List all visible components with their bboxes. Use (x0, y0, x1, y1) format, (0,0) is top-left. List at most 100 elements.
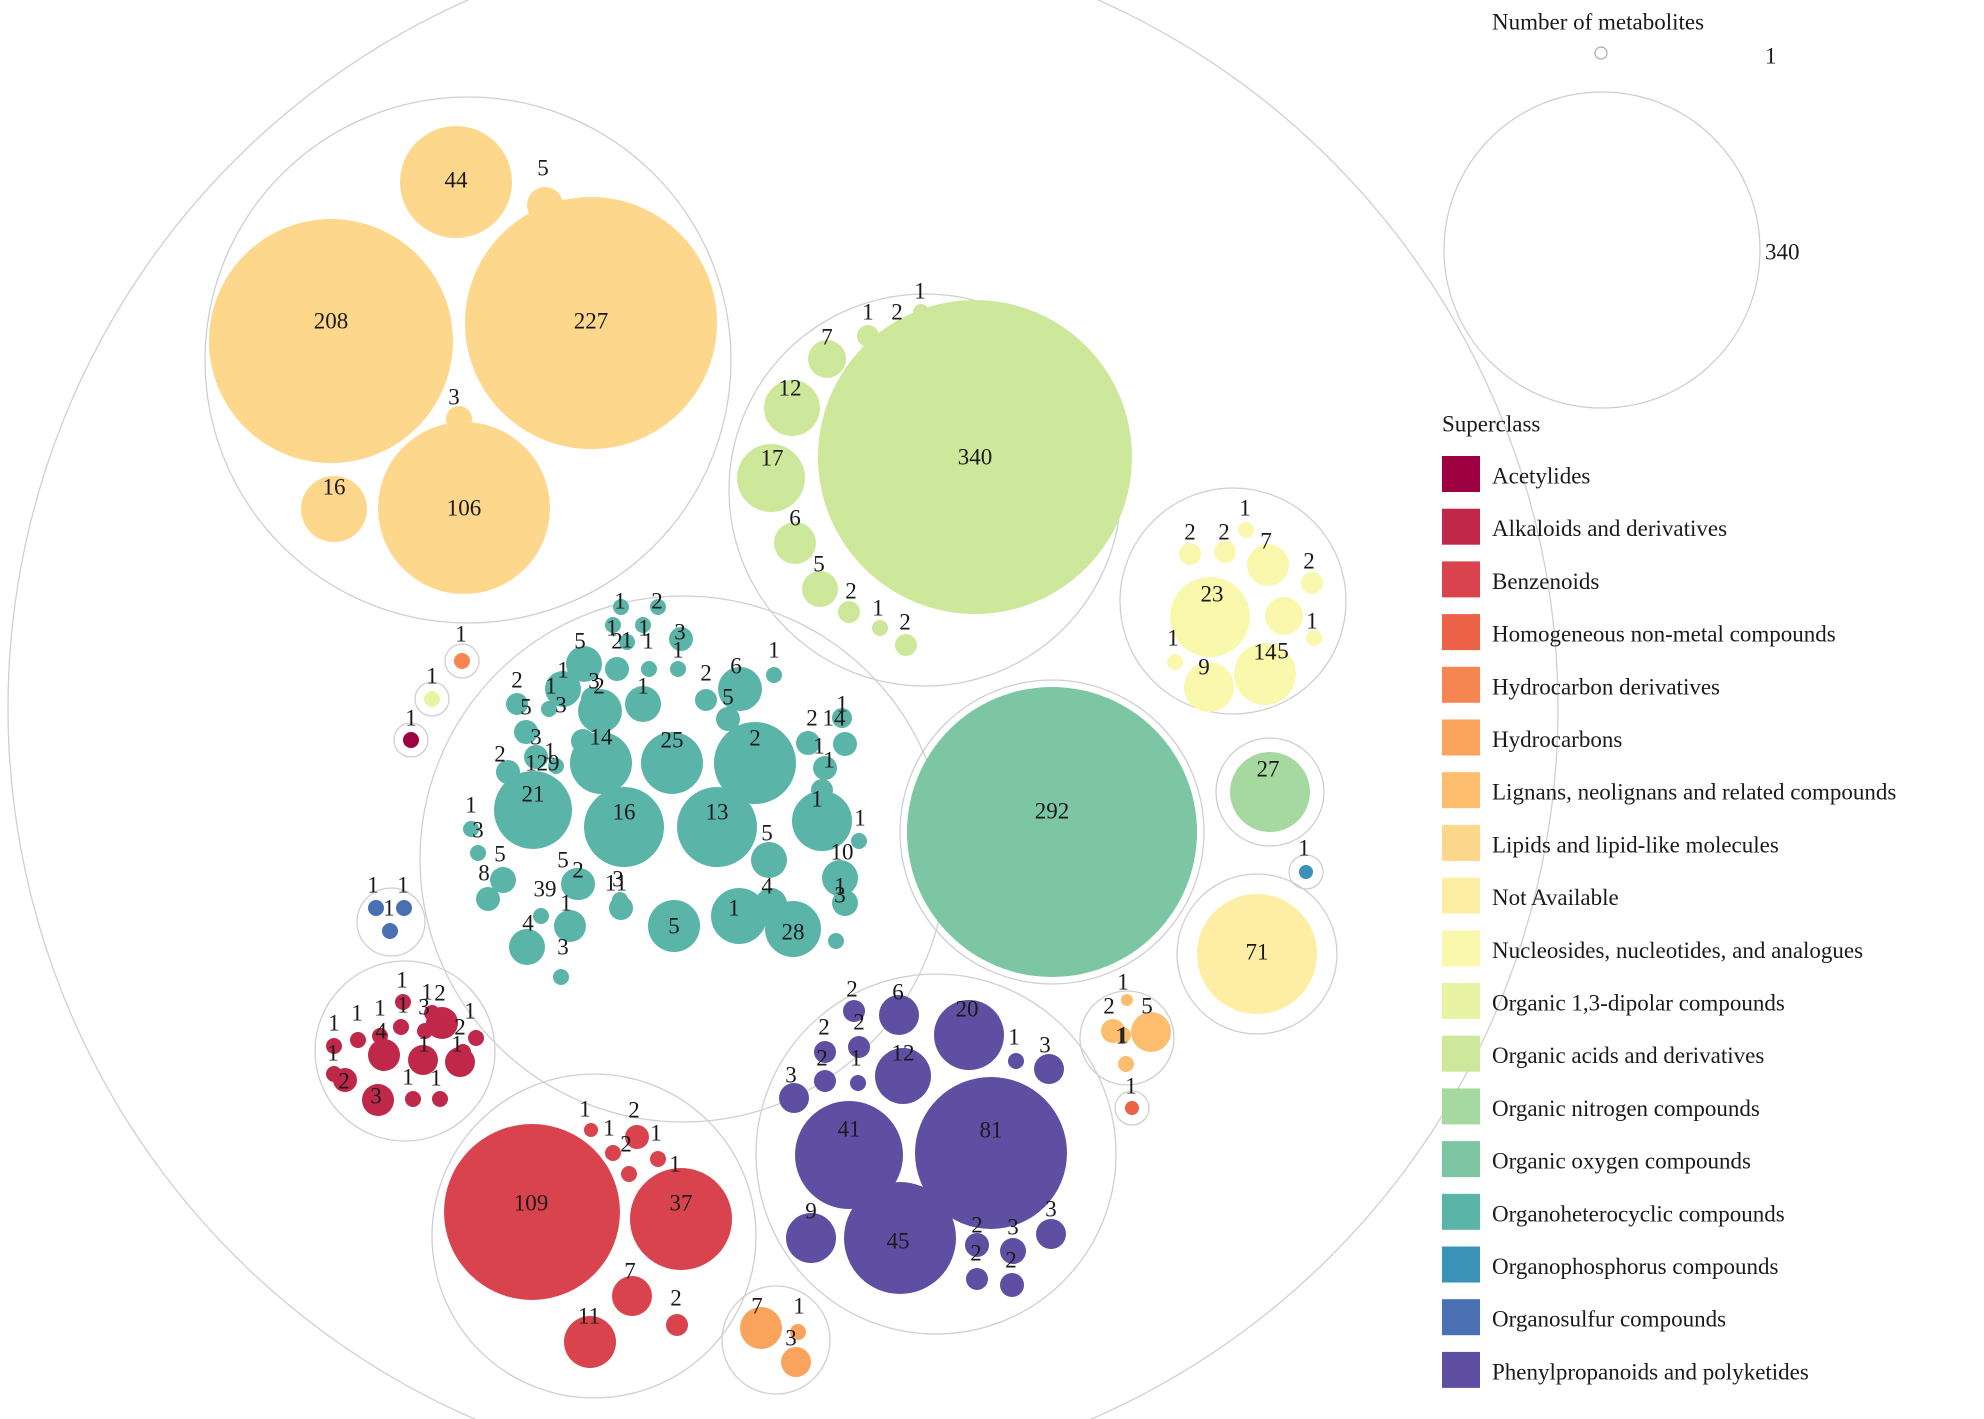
bubble-organic-acids-and-derivatives (872, 620, 888, 636)
legend-label-organic-1-3-dipolar-compounds: Organic 1,3-dipolar compounds (1492, 991, 1785, 1016)
bubble-label: 1 (560, 891, 572, 916)
legend-label-lignans-neolignans-and-related-compounds: Lignans, neolignans and related compound… (1492, 780, 1896, 805)
bubble-organoheterocyclic-compounds (533, 908, 549, 924)
bubble-label: 5 (494, 842, 506, 867)
bubble-label: 1 (834, 874, 846, 899)
legend-swatch-organic-nitrogen-compounds (1442, 1088, 1480, 1125)
bubble-label: 3 (588, 669, 600, 694)
bubble-nucleosides-nucleotides-and-analogues (1214, 541, 1236, 563)
root-container (7, 0, 1559, 1419)
bubble-organoheterocyclic-compounds (553, 969, 569, 985)
bubble-alkaloids-and-derivatives (405, 1091, 421, 1107)
bubble-organoheterocyclic-compounds (548, 758, 564, 774)
bubble-label: 1 (650, 1121, 662, 1146)
bubble-organoheterocyclic-compounds (584, 787, 664, 867)
bubble-label: 14 (590, 725, 614, 750)
bubble-label: 1 (768, 638, 780, 663)
bubble-organoheterocyclic-compounds (625, 686, 661, 722)
bubble-label: 2 (651, 589, 663, 614)
bubble-organoheterocyclic-compounds (524, 745, 548, 769)
bubble-label: 3 (530, 725, 542, 750)
bubble-label: 7 (751, 1294, 763, 1319)
bubble-label: 1 (455, 622, 467, 647)
bubble-label: 1 (603, 1116, 615, 1141)
bubble-label: 5 (813, 552, 825, 577)
bubble-label: 1 (813, 734, 825, 759)
bubble-nucleosides-nucleotides-and-analogues (1184, 662, 1234, 712)
bubble-phenylpropanoids-and-polyketides (1008, 1053, 1024, 1069)
bubble-phenylpropanoids-and-polyketides (795, 1101, 903, 1209)
bubble-label: 1 (1117, 970, 1129, 995)
bubble-label: 7 (1260, 529, 1272, 554)
bubble-label: 1 (426, 664, 438, 689)
bubble-lipids-and-lipid-like-molecules (301, 476, 367, 542)
bubble-nucleosides-nucleotides-and-analogues (1238, 522, 1254, 538)
bubble-label: 2 (572, 858, 584, 883)
legend-swatch-phenylpropanoids-and-polyketides (1442, 1351, 1480, 1388)
bubble-label: 227 (574, 309, 609, 334)
bubble-label: 2 (670, 1286, 682, 1311)
bubble-organic-acids-and-derivatives (818, 300, 1132, 614)
bubble-label: 1 (606, 616, 618, 641)
bubble-benzenoids (444, 1124, 620, 1300)
container-organic-oxygen-compounds (899, 679, 1205, 985)
bubble-label: 14 (1254, 640, 1278, 665)
bubble-organoheterocyclic-compounds (545, 671, 581, 707)
bubble-label: 23 (1201, 582, 1224, 607)
bubble-label: 292 (1035, 799, 1070, 824)
bubble-label: 5 (520, 695, 532, 720)
bubble-label: 1 (579, 1097, 591, 1122)
bubble-label: 3 (1007, 1215, 1019, 1240)
bubble-label: 5 (1141, 994, 1153, 1019)
bubble-organoheterocyclic-compounds (641, 661, 657, 677)
bubble-phenylpropanoids-and-polyketides (1036, 1219, 1066, 1249)
bubble-organoheterocyclic-compounds (494, 771, 572, 849)
bubble-label: 1 (854, 806, 866, 831)
bubble-label: 1 (638, 616, 650, 641)
bubble-alkaloids-and-derivatives (408, 1045, 438, 1075)
bubble-label: 2 (628, 1098, 640, 1123)
bubble-organoheterocyclic-compounds (470, 845, 486, 861)
bubble-label: 1 (728, 896, 740, 921)
legend-label-organic-acids-and-derivatives: Organic acids and derivatives (1492, 1043, 1764, 1068)
bubble-lignans-neolignans-and-related-compounds (1131, 1012, 1171, 1052)
bubble-label: 2 (853, 1010, 865, 1035)
bubble-lignans-neolignans-and-related-compounds (1121, 994, 1133, 1006)
bubble-label: 1 (1117, 1023, 1129, 1048)
bubble-lipids-and-lipid-like-molecules (465, 197, 717, 449)
bubble-label: 21 (522, 782, 545, 807)
bubble-label: 37 (670, 1191, 693, 1216)
bubble-nucleosides-nucleotides-and-analogues (1301, 572, 1323, 594)
legend-swatch-lignans-neolignans-and-related-compounds (1442, 772, 1480, 809)
bubble-benzenoids (630, 1168, 732, 1270)
bubble-alkaloids-and-derivatives (395, 994, 411, 1010)
bubble-label: 5 (537, 156, 549, 181)
legend-swatch-not-available (1442, 877, 1480, 914)
container-lipids-and-lipid-like-molecules (204, 96, 732, 624)
bubble-phenylpropanoids-and-polyketides (814, 1041, 836, 1063)
bubble-organosulfur-compounds (382, 923, 398, 939)
bubble-label: 1 (614, 589, 626, 614)
bubble-organoheterocyclic-compounds (711, 888, 767, 944)
bubble-organoheterocyclic-compounds (832, 890, 858, 916)
bubble-organoheterocyclic-compounds (566, 646, 602, 682)
bubble-phenylpropanoids-and-polyketides (934, 1000, 1004, 1070)
bubble-phenylpropanoids-and-polyketides (875, 1048, 931, 1104)
bubble-label: 28 (782, 920, 805, 945)
legend-swatch-organosulfur-compounds (1442, 1299, 1480, 1336)
legend-label-organic-oxygen-compounds: Organic oxygen compounds (1492, 1149, 1751, 1174)
bubble-label: 1 (811, 787, 823, 812)
bubble-label: 1 (1306, 609, 1318, 634)
bubble-label: 3 (370, 1084, 382, 1109)
bubble-label: 6 (730, 654, 742, 679)
bubble-organoheterocyclic-compounds (718, 667, 762, 711)
group-containers (7, 0, 1559, 1419)
container-homogeneous-non-metal-compounds (1114, 1090, 1150, 1126)
legend-swatch-organic-1-3-dipolar-compounds (1442, 983, 1480, 1019)
bubble-label: 5 (574, 629, 586, 654)
bubble-label: 1 (621, 628, 633, 653)
bubble-label: 1 (465, 793, 477, 818)
bubble-label: 1 (914, 279, 926, 304)
bubble-label: 6 (789, 506, 801, 531)
bubble-organosulfur-compounds (396, 900, 412, 916)
